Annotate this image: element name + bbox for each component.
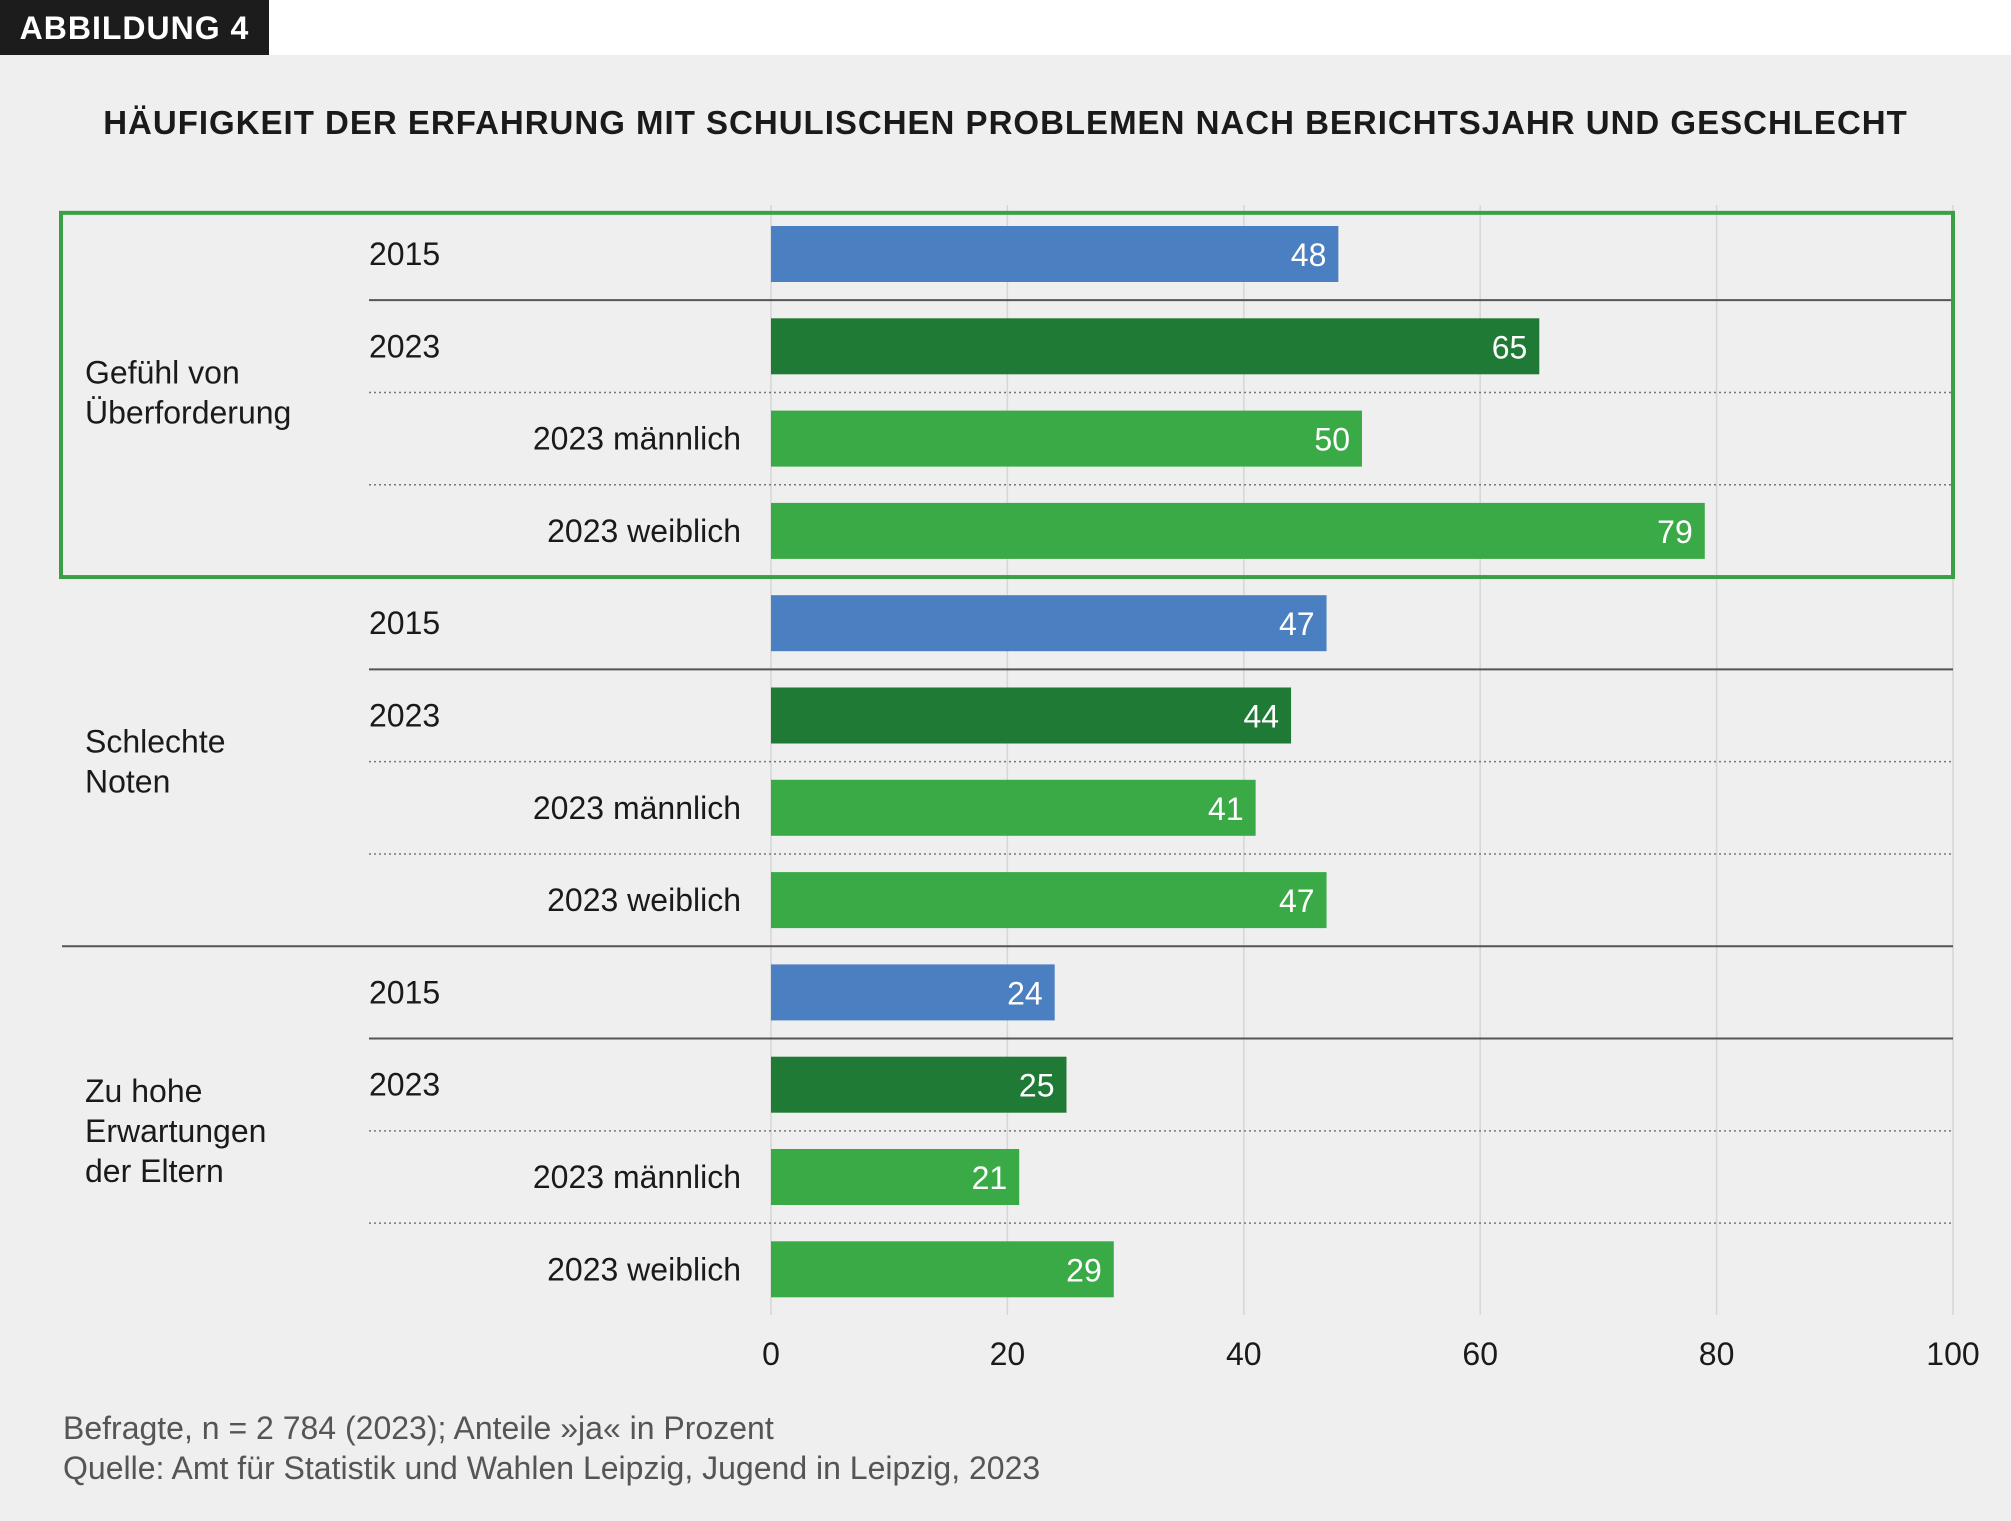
bar [771,779,1256,836]
bar [771,1056,1067,1113]
row-label: 2023 männlich [533,421,741,457]
row-label: 2023 männlich [533,790,741,826]
footer-note: Befragte, n = 2 784 (2023); Anteile »ja«… [63,1410,774,1446]
data-label: 24 [1007,975,1043,1011]
data-label: 29 [1066,1252,1102,1288]
row-label: 2015 [369,974,440,1010]
group-label: Erwartungen [85,1113,266,1149]
bar [771,872,1327,929]
row-label: 2023 weiblich [547,513,741,549]
group-label: Zu hohe [85,1073,202,1109]
chart-title: HÄUFIGKEIT DER ERFAHRUNG MIT SCHULISCHEN… [103,104,1908,141]
bar [771,595,1327,652]
row-label: 2023 männlich [533,1159,741,1195]
x-tick-label: 20 [990,1336,1026,1372]
data-label: 41 [1208,791,1244,827]
row-label: 2023 weiblich [547,1251,741,1287]
data-label: 47 [1279,606,1315,642]
data-label: 25 [1019,1068,1055,1104]
row-label: 2023 [369,698,440,734]
bar [771,1241,1114,1298]
highlight-box [59,210,1955,580]
bar [771,502,1705,559]
bar [771,964,1055,1021]
bar [771,318,1540,375]
row-label: 2023 [369,328,440,364]
data-label: 21 [972,1160,1008,1196]
row-label: 2023 [369,1067,440,1103]
x-tick-label: 0 [762,1336,780,1372]
footer: Befragte, n = 2 784 (2023); Anteile »ja«… [63,1408,1040,1488]
footer-source: Quelle: Amt für Statistik und Wahlen Lei… [63,1450,1041,1486]
group-label: Schlechte [85,724,226,760]
data-label: 50 [1314,422,1350,458]
group-label: Überforderung [85,394,291,430]
data-label: 47 [1279,883,1315,919]
row-label: 2015 [369,605,440,641]
data-label: 44 [1243,699,1279,735]
x-tick-label: 80 [1699,1336,1735,1372]
data-label: 79 [1657,514,1693,550]
x-tick-label: 100 [1926,1336,1979,1372]
x-tick-label: 40 [1226,1336,1262,1372]
figure-badge: ABBILDUNG 4 [0,0,269,55]
group-label: Gefühl von [85,354,240,390]
group-label: der Eltern [85,1153,224,1189]
bar [771,410,1362,467]
data-label: 48 [1291,237,1327,273]
row-label: 2015 [369,236,440,272]
data-label: 65 [1492,329,1528,365]
bar [771,1149,1020,1205]
bar [771,687,1292,744]
bar [771,226,1339,282]
x-tick-label: 60 [1462,1336,1498,1372]
row-label: 2023 weiblich [547,882,741,918]
group-label: Noten [85,764,170,800]
